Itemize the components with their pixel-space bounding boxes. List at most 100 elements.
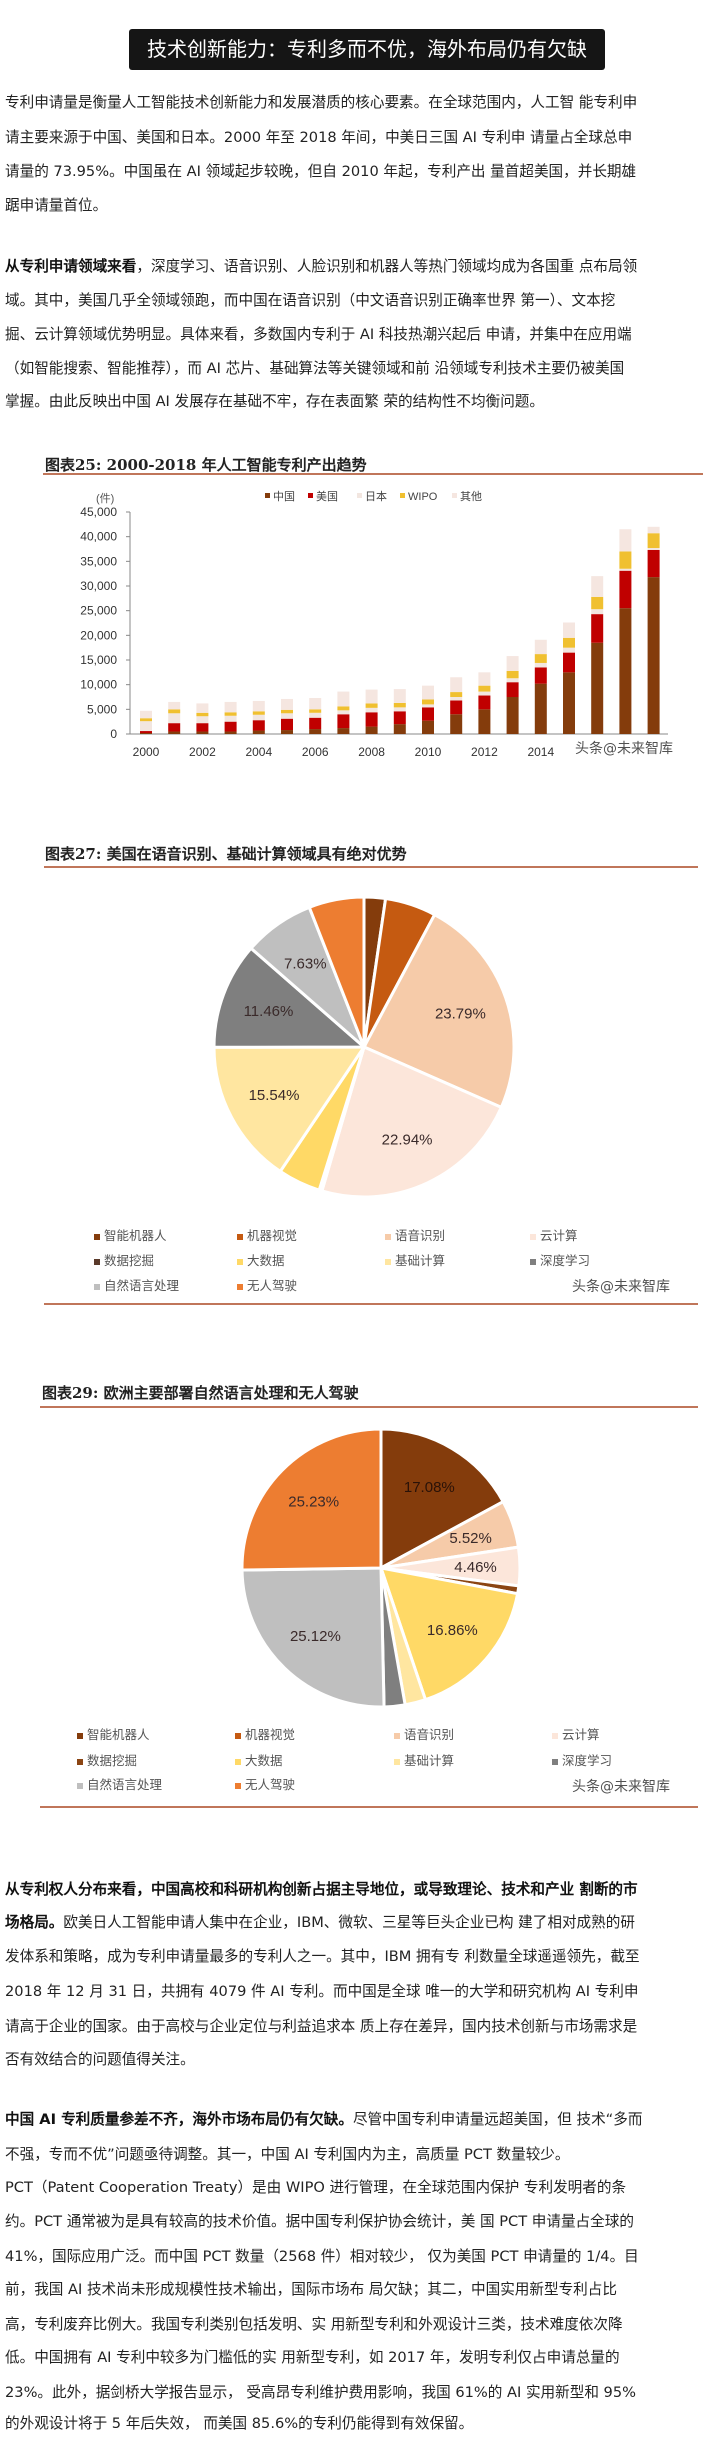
line-text: 请量的 73.95%。中国虽在 AI 领域起步较晚，但自 2010 年起，专利产… <box>5 163 637 180</box>
pie-slice-智能机器人 <box>379 1427 506 1571</box>
bar-其他-2001 <box>168 701 181 710</box>
legend-label: 智能机器人 <box>104 1228 167 1243</box>
x-tick-label: 2006 <box>302 745 329 759</box>
y-tick-label: 35,000 <box>80 554 117 568</box>
line-text: 掘、云计算领域优势明显。具体来看，多数国内专利于 AI 科技热潮兴起后 申请，并… <box>5 326 632 343</box>
figure-27-bottom-divider <box>44 1303 698 1305</box>
legend-label: 数据挖掘 <box>104 1253 155 1268</box>
legend-swatch <box>77 1782 83 1789</box>
line-text: （如智能搜索、智能推荐），而 AI 芯片、基础算法等关键领域和前 沿领域专利技术… <box>5 360 625 377</box>
paragraph-line: 请高于企业的国家。由于高校与企业定位与利益追求本 质上存在差异，国内技术创新与市… <box>5 2015 721 2039</box>
bar-美国-2000 <box>140 731 152 734</box>
legend-label: 云计算 <box>562 1727 600 1742</box>
bar-美国-2002 <box>196 723 209 732</box>
line-text: 的外观设计将于 5 年后失效， 而美国 85.6%的专利仍能得到有效保留。 <box>5 2415 474 2432</box>
bar-中国-2014 <box>534 683 547 734</box>
paragraph-line: （如智能搜索、智能推荐），而 AI 芯片、基础算法等关键领域和前 沿领域专利技术… <box>5 357 721 381</box>
paragraph-line: 从专利申请领域来看，深度学习、语音识别、人脸识别和机器人等热门领域均成为各国重 … <box>5 255 721 279</box>
bar-WIPO-2011 <box>450 692 463 697</box>
line-text: 约。PCT 通常被为是具有较高的技术价值。据中国专利保护协会统计，美 国 PCT… <box>5 2213 634 2230</box>
bar-美国-2007 <box>337 714 350 729</box>
legend-label: 大数据 <box>247 1253 285 1268</box>
figure-29-title: 图表29: 欧洲主要部署自然语言处理和无人驾驶 <box>42 1384 359 1402</box>
y-tick-label: 10,000 <box>80 678 117 692</box>
paragraph-line: 场格局。欧美日人工智能申请人集中在企业，IBM、微软、三星等巨头企业已构 建了相… <box>5 1911 721 1935</box>
pie-percent-label: 25.23% <box>288 1494 339 1511</box>
pie-slice-无人驾驶 <box>307 895 366 1048</box>
paragraph-line: 低。中国拥有 AI 专利中较多为门槛低的实 用新型专利，如 2017 年，发明专… <box>5 2346 721 2370</box>
pie-slice-语音识别 <box>361 912 516 1110</box>
bar-日本-2010 <box>422 704 434 708</box>
legend-label: 语音识别 <box>395 1228 446 1243</box>
bar-WIPO-2018 <box>647 533 660 549</box>
y-tick-label: 5,000 <box>87 702 117 716</box>
bar-日本-2008 <box>365 707 378 713</box>
bold-lead: 从专利权人分布来看，中国高校和科研机构创新占据主导地位，或导致理论、技术和产业 … <box>5 1881 638 1898</box>
bar-WIPO-2007 <box>337 706 350 711</box>
bar-美国-2009 <box>393 711 406 725</box>
bar-中国-2010 <box>422 720 434 734</box>
y-tick-label: 15,000 <box>80 653 117 667</box>
line-text: ，深度学习、语音识别、人脸识别和机器人等热门领域均成为各国重 点布局领 <box>136 258 638 275</box>
paragraph-line: 前，我国 AI 技术尚未形成规模性技术输出，国际市场布 局欠缺；其二，中国实用新… <box>5 2278 721 2302</box>
bar-其他-2002 <box>196 703 209 713</box>
europe-field-pie-chart: 17.08% 5.52% 4.46% 16.86% 25.12% 25.23% <box>240 1427 522 1709</box>
bar-其他-2006 <box>309 697 322 710</box>
bar-中国-2004 <box>252 730 265 734</box>
legend-swatch <box>237 1233 243 1240</box>
bar-其他-2018 <box>647 526 660 534</box>
line-text: 否有效结合的问题值得关注。 <box>5 2051 195 2068</box>
bar-中国-2009 <box>393 724 406 734</box>
line-text: 欧美日人工智能申请人集中在企业，IBM、微软、三星等巨头企业已构 建了相对成熟的… <box>63 1914 635 1931</box>
legend-label: 美国 <box>316 490 338 503</box>
legend-item: 机器视觉 <box>237 1225 297 1244</box>
y-tick-label: 20,000 <box>80 628 117 642</box>
bold-lead: 场格局。 <box>5 1914 64 1931</box>
bar-日本-2001 <box>168 713 181 724</box>
bar-中国-2015 <box>563 672 575 734</box>
bar-美国-2006 <box>309 717 322 730</box>
legend-item: 深度学习 <box>552 1750 612 1769</box>
bar-WIPO-2003 <box>224 712 237 716</box>
figure-29-bottom-divider <box>40 1806 698 1808</box>
legend-swatch <box>552 1758 558 1765</box>
legend-label: 自然语言处理 <box>104 1278 180 1293</box>
watermark: 头条@未来智库 <box>572 1779 670 1795</box>
bar-日本-2016 <box>591 609 604 615</box>
pie-percent-label: 7.63% <box>284 956 327 973</box>
line-text: 高，专利废弃比例大。我国专利类别包括发明、实 用新型专利和外观设计三类，技术难度… <box>5 2316 623 2333</box>
bold-lead: 中国 AI 专利质量参差不齐，海外市场布局仍有欠缺。 <box>5 2111 353 2128</box>
legend-swatch <box>530 1258 536 1265</box>
bar-其他-2007 <box>337 691 350 707</box>
bar-中国-2002 <box>196 731 209 734</box>
paragraph-line: 41%，国际应用广泛。而中国 PCT 数量（2568 件）相对较少， 仅为美国 … <box>5 2245 721 2269</box>
bar-美国-2014 <box>534 667 547 684</box>
y-axis-unit: (件) <box>96 492 114 505</box>
legend-label: 智能机器人 <box>87 1727 150 1742</box>
bar-中国-2007 <box>337 728 350 734</box>
bar-中国-2013 <box>506 697 519 734</box>
bar-WIPO-2005 <box>281 709 293 714</box>
bar-其他-2015 <box>563 622 575 638</box>
bar-WIPO-2016 <box>591 596 604 610</box>
legend-item: 智能机器人 <box>94 1225 167 1244</box>
legend-swatch <box>235 1732 241 1739</box>
paragraph-line: 中国 AI 专利质量参差不齐，海外市场布局仍有欠缺。尽管中国专利申请量远超美国，… <box>5 2108 721 2132</box>
bold-lead: 从专利申请领域来看 <box>5 258 137 275</box>
legend-swatch <box>385 1233 391 1240</box>
paragraph-line: 专利申请量是衡量人工智能技术创新能力和发展潜质的核心要素。在全球范围内，人工智 … <box>5 91 721 115</box>
bar-日本-2007 <box>337 710 350 715</box>
pie-slice-基础计算 <box>212 1045 367 1174</box>
bar-WIPO-2012 <box>478 685 491 692</box>
pie-percent-label: 23.79% <box>435 1006 486 1023</box>
bar-其他-2005 <box>281 698 293 710</box>
bar-其他-2010 <box>422 685 434 700</box>
bar-其他-2004 <box>252 700 265 712</box>
x-tick-label: 2012 <box>471 745 498 759</box>
paragraph-line: 23%。此外，据剑桥大学报告显示， 受高昂专利维护费用影响，我国 61%的 AI… <box>5 2381 721 2405</box>
legend-swatch <box>308 493 313 498</box>
legend-swatch <box>394 1758 400 1765</box>
legend-item: 大数据 <box>235 1750 283 1769</box>
line-text: 发体系和策略，成为专利申请量最多的专利人之一。其中，IBM 拥有专 利数量全球遥… <box>5 1948 640 1965</box>
legend-label: 日本 <box>365 489 387 503</box>
